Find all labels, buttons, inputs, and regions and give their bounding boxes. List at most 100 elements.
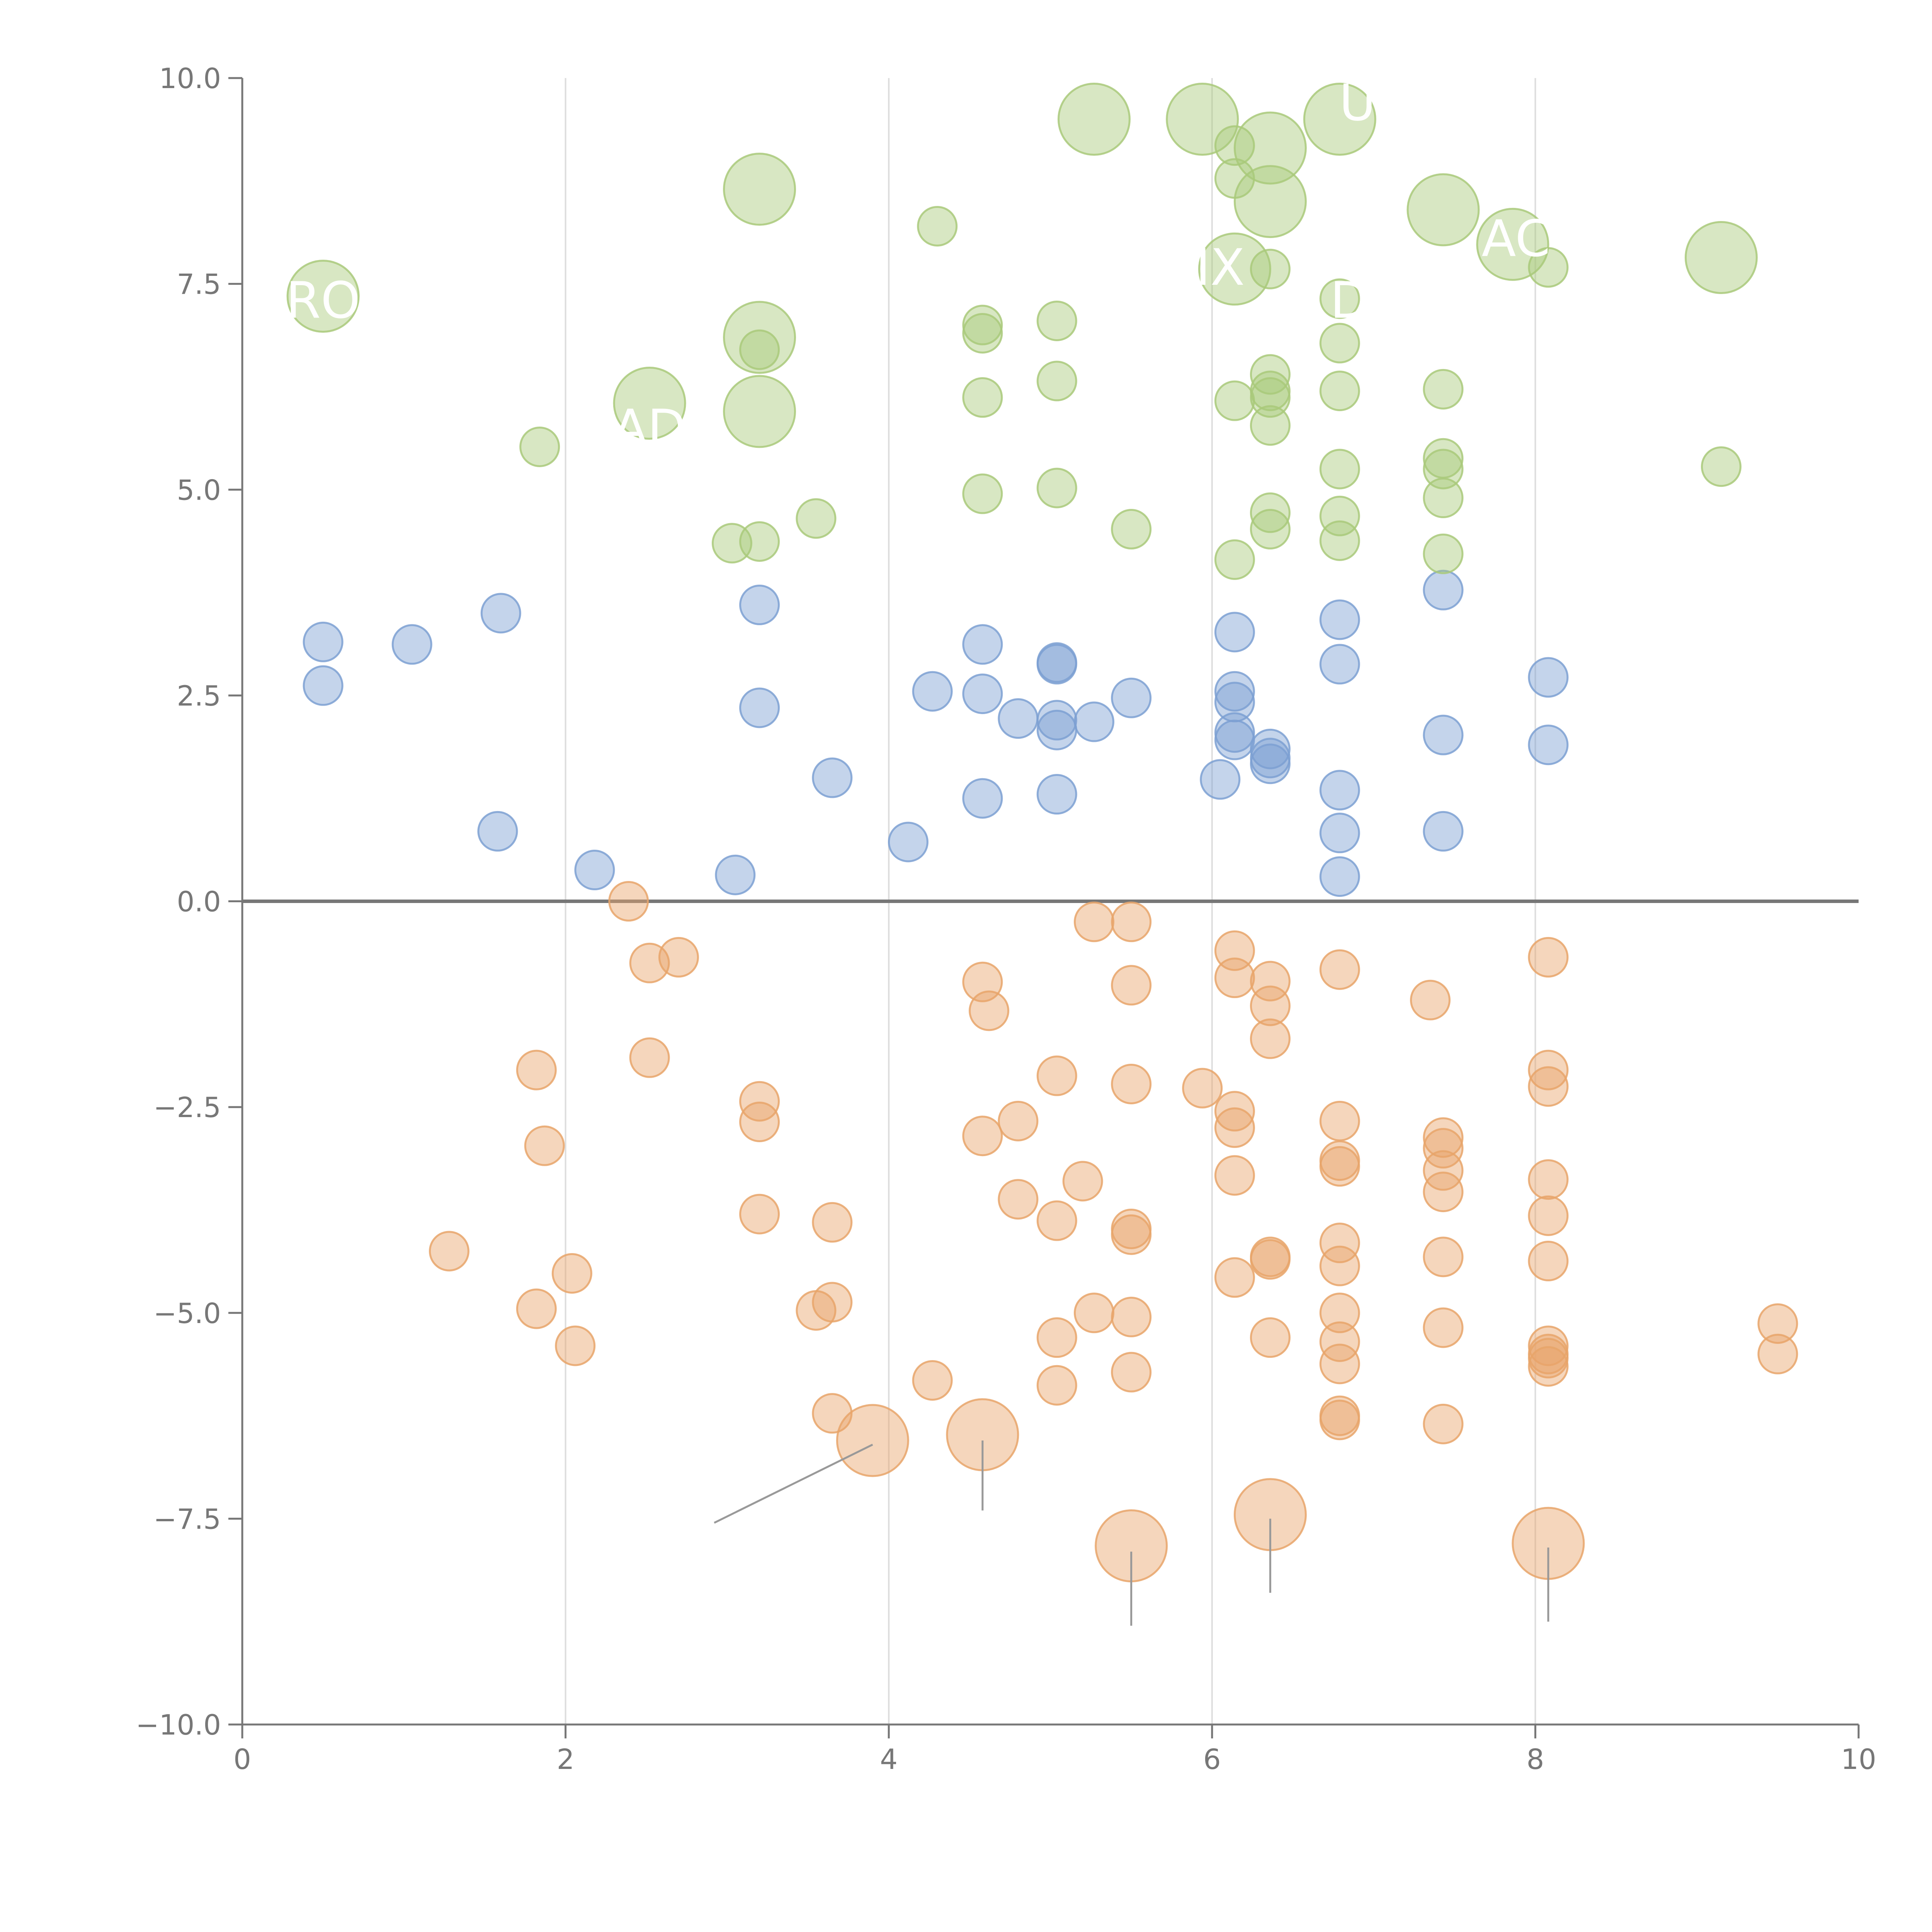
orange-point bbox=[551, 1253, 592, 1294]
blue-point bbox=[1200, 759, 1241, 800]
orange-point bbox=[1423, 1236, 1464, 1277]
orange-point bbox=[1250, 985, 1291, 1026]
orange-point bbox=[1250, 1018, 1291, 1059]
orange-point bbox=[1036, 1365, 1077, 1406]
green-point bbox=[1250, 405, 1291, 446]
green-point bbox=[962, 377, 1003, 418]
point-label: D bbox=[1330, 271, 1369, 330]
blue-point bbox=[303, 621, 344, 662]
orange-point bbox=[1319, 1293, 1360, 1333]
green-point bbox=[286, 260, 360, 333]
blue-point bbox=[888, 821, 929, 862]
x-tick-label: 0 bbox=[233, 1743, 251, 1776]
x-tick-label: 10 bbox=[1841, 1743, 1876, 1776]
green-point bbox=[917, 206, 958, 247]
blue-point bbox=[812, 757, 853, 798]
orange-point bbox=[516, 1288, 557, 1329]
green-point bbox=[1250, 492, 1291, 533]
orange-point bbox=[812, 1282, 853, 1323]
orange-point bbox=[1214, 1155, 1255, 1196]
blue-point bbox=[1036, 709, 1077, 750]
orange-point bbox=[608, 881, 649, 922]
orange-point bbox=[739, 1101, 780, 1142]
orange-point bbox=[1757, 1303, 1798, 1344]
orange-point bbox=[1423, 1172, 1464, 1213]
orange-point bbox=[1423, 1403, 1464, 1444]
orange-point bbox=[1319, 1245, 1360, 1286]
green-point bbox=[1250, 354, 1291, 395]
green-point bbox=[1701, 446, 1742, 487]
orange-point bbox=[1182, 1068, 1223, 1109]
orange-point bbox=[1319, 949, 1360, 990]
green-point bbox=[1250, 377, 1291, 418]
orange-point bbox=[1214, 1257, 1255, 1298]
orange-point bbox=[524, 1125, 565, 1166]
orange-point bbox=[1214, 1091, 1255, 1132]
green-point bbox=[1528, 247, 1569, 288]
blue-point bbox=[998, 698, 1039, 739]
orange-point bbox=[812, 1202, 853, 1243]
blue-point bbox=[912, 671, 953, 712]
point-label: IX bbox=[1196, 238, 1245, 297]
orange-point bbox=[836, 1404, 909, 1477]
orange-point bbox=[1073, 1293, 1114, 1333]
orange-point bbox=[1528, 937, 1569, 978]
orange-point bbox=[1528, 1338, 1569, 1379]
orange-point bbox=[1073, 901, 1114, 942]
orange-point bbox=[1410, 980, 1451, 1020]
y-tick-label: −10.0 bbox=[136, 1709, 221, 1741]
orange-point bbox=[739, 1194, 780, 1235]
green-point bbox=[1166, 83, 1239, 156]
orange-point bbox=[1528, 1241, 1569, 1282]
data-points bbox=[286, 83, 1798, 1583]
blue-point bbox=[391, 624, 432, 665]
blue-point bbox=[1073, 701, 1114, 742]
orange-point bbox=[1528, 1049, 1569, 1090]
green-point bbox=[739, 329, 780, 370]
orange-point bbox=[1214, 957, 1255, 998]
orange-point bbox=[1319, 1321, 1360, 1362]
orange-point bbox=[1036, 1317, 1077, 1358]
orange-point bbox=[1111, 1063, 1152, 1104]
green-point bbox=[723, 153, 796, 226]
orange-point bbox=[1528, 1346, 1569, 1387]
orange-point bbox=[429, 1231, 469, 1272]
green-point bbox=[1036, 300, 1077, 341]
y-tick-label: 7.5 bbox=[177, 268, 221, 301]
blue-point bbox=[1036, 774, 1077, 815]
blue-point bbox=[1250, 743, 1291, 784]
green-point bbox=[1250, 248, 1291, 289]
orange-point bbox=[1214, 1107, 1255, 1148]
green-point bbox=[1303, 83, 1376, 156]
green-point bbox=[1423, 449, 1464, 490]
y-tick-label: 0.0 bbox=[177, 886, 221, 918]
green-point bbox=[1036, 361, 1077, 401]
orange-point bbox=[1528, 1195, 1569, 1236]
green-point bbox=[1319, 323, 1360, 364]
blue-point bbox=[1214, 671, 1255, 712]
orange-point bbox=[658, 937, 699, 978]
point-label: U bbox=[1339, 73, 1376, 132]
blue-point bbox=[477, 811, 518, 852]
orange-point bbox=[1111, 901, 1152, 942]
green-point bbox=[1214, 380, 1255, 421]
green-point bbox=[1684, 221, 1758, 294]
blue-point bbox=[962, 673, 1003, 714]
orange-point bbox=[1528, 1325, 1569, 1366]
green-point bbox=[1319, 371, 1360, 412]
blue-point bbox=[1528, 724, 1569, 765]
green-point bbox=[1214, 539, 1255, 580]
green-point bbox=[962, 313, 1003, 354]
blue-point bbox=[1111, 677, 1152, 718]
blue-point bbox=[1036, 700, 1077, 741]
orange-point bbox=[1423, 1307, 1464, 1348]
blue-point bbox=[1319, 856, 1360, 897]
green-point bbox=[1111, 509, 1152, 550]
orange-point bbox=[1423, 1150, 1464, 1191]
x-tick-label: 6 bbox=[1203, 1743, 1221, 1776]
green-point bbox=[1423, 369, 1464, 410]
green-point bbox=[1233, 165, 1307, 238]
green-point bbox=[519, 426, 560, 467]
blue-point bbox=[715, 854, 756, 895]
